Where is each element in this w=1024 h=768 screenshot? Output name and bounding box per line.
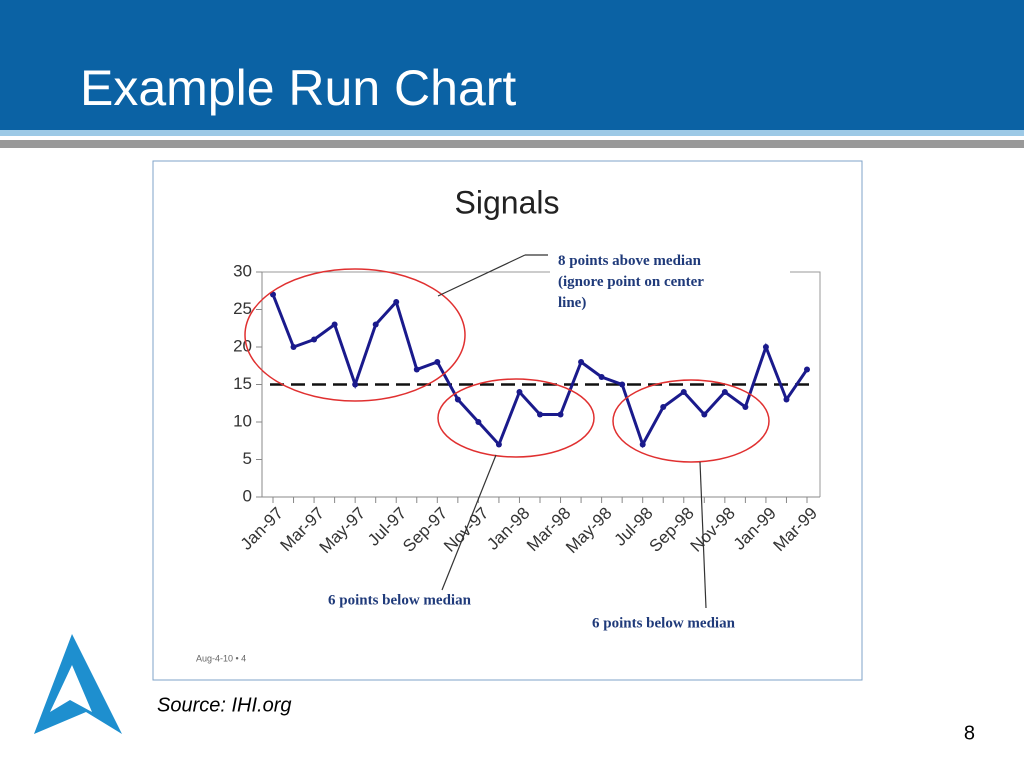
point [331,321,338,328]
header-stripe [0,130,1024,136]
header-shadow [0,140,1024,148]
point [475,419,482,425]
source: Source: IHI.org [157,694,292,716]
point [290,344,297,350]
point [598,374,605,380]
point [804,366,810,373]
point [372,321,379,328]
point [701,411,708,418]
y-tick-label: 30 [233,261,252,280]
y-tick-label: 20 [233,336,252,355]
slide-title: Example Run Chart [80,60,516,116]
point [557,411,564,418]
point [270,291,276,298]
point [619,381,626,388]
point [680,389,687,395]
logo [34,634,122,734]
annotation: 6 points below median [592,615,736,631]
chart-title: Signals [455,184,560,220]
point [762,344,769,350]
point [516,389,523,395]
point [454,396,461,403]
point [578,359,585,365]
point [660,404,667,410]
point [639,441,646,448]
point [393,299,400,305]
chart-footer: Aug-4-10 • 4 [196,653,246,663]
annotation: 8 points above median (ignore point on ce… [558,253,704,311]
point [352,381,359,388]
point [721,389,728,395]
y-tick-label: 0 [243,486,252,505]
page-number: 8 [964,722,975,744]
y-tick-label: 10 [233,411,252,430]
annotation: 6 points below median [328,592,472,608]
point [742,404,749,410]
point [537,411,543,418]
y-tick-label: 5 [243,449,252,468]
point [434,359,441,365]
y-tick-label: 25 [233,299,252,318]
leaders [437,254,707,609]
point [783,396,790,403]
axis-frame [262,271,821,497]
point [311,336,318,343]
annotation-box [550,250,790,316]
point [413,366,420,373]
y-tick-label: 15 [233,374,252,393]
callouts [244,268,770,463]
point [495,441,502,448]
header-band [0,0,1024,130]
